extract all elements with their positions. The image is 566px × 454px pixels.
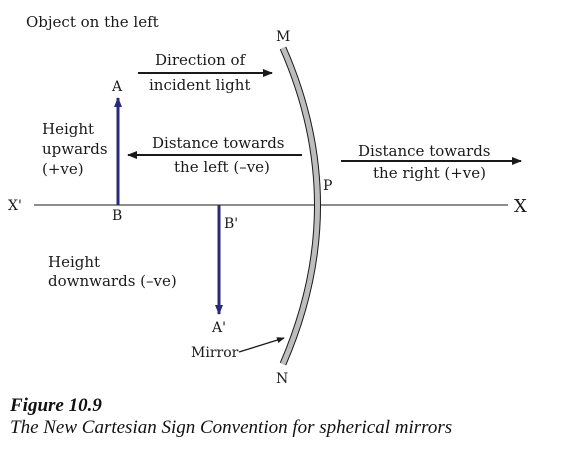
dist-right-line1: Distance towards — [358, 142, 491, 160]
incident-label-line2: incident light — [149, 76, 250, 94]
point-p: P — [323, 178, 332, 194]
diagram-title: Object on the left — [26, 13, 159, 31]
incident-label-line1: Direction of — [155, 51, 247, 69]
height-down-line2: downwards (–ve) — [48, 272, 177, 290]
mirror-pointer-arrow — [238, 337, 285, 353]
mirror-surface — [280, 46, 320, 365]
height-up-line2: upwards — [42, 140, 108, 158]
height-up-line1: Height — [42, 120, 94, 138]
point-a-prime: A' — [211, 320, 226, 336]
dist-right-line2: the right (+ve) — [373, 164, 486, 182]
figure-caption: The New Cartesian Sign Convention for sp… — [10, 417, 452, 438]
point-x-prime: X' — [8, 198, 22, 214]
point-m: M — [276, 29, 290, 45]
height-up-line3: (+ve) — [42, 160, 84, 178]
dist-left-line1: Distance towards — [152, 134, 285, 152]
figure-number: Figure 10.9 — [9, 395, 102, 416]
point-n: N — [276, 371, 288, 387]
height-down-line1: Height — [48, 253, 100, 271]
point-a: A — [111, 79, 123, 95]
dist-left-line2: the left (–ve) — [174, 158, 270, 176]
point-x: X — [514, 196, 527, 217]
mirror-label: Mirror — [191, 345, 239, 361]
point-b-prime: B' — [224, 216, 238, 232]
point-b: B — [112, 208, 122, 224]
